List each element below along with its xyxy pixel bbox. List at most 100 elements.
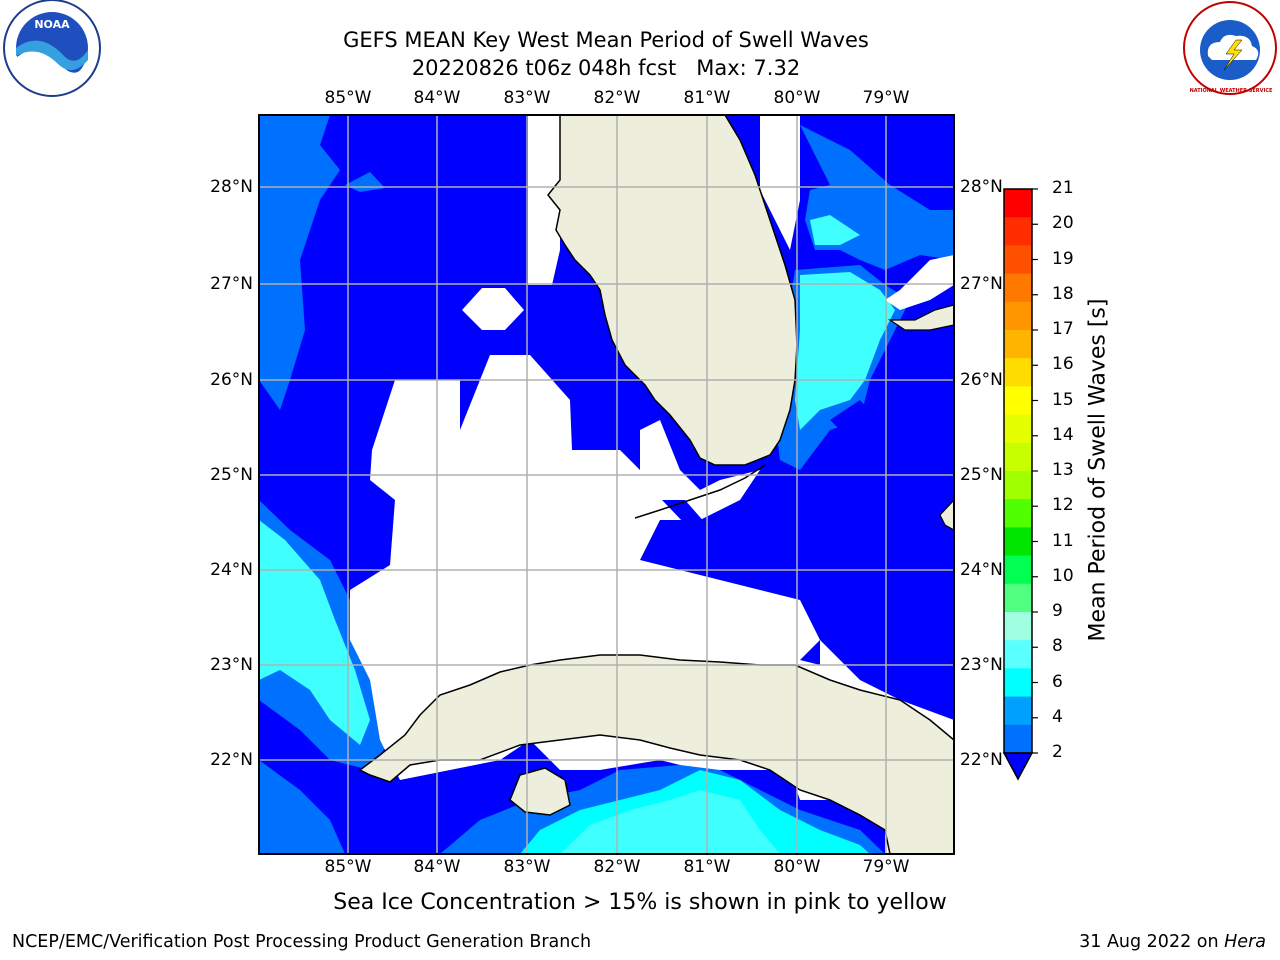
map-gridlines — [259, 115, 954, 854]
colorbar-swatch — [1004, 217, 1032, 246]
ocean-blue-patch-bahamas — [830, 400, 908, 478]
colorbar-tick-label: 2 — [1052, 742, 1063, 762]
colorbar-tick-label: 21 — [1052, 178, 1074, 198]
colorbar-label: Mean Period of Swell Waves [s] — [1085, 298, 1111, 642]
lon-label-bottom: 85°W — [324, 857, 372, 877]
no-data-hole — [462, 288, 524, 330]
colorbar-tick-label: 12 — [1052, 495, 1074, 516]
ocean-lightcyan-cuba-south — [560, 790, 780, 854]
colorbar-swatch — [1004, 245, 1032, 275]
colorbar-swatch — [1004, 640, 1032, 669]
colorbar-swatch — [1004, 555, 1032, 585]
no-data-north — [528, 115, 560, 285]
colorbar-swatch — [1004, 301, 1032, 331]
lon-label-bottom: 81°W — [683, 857, 731, 877]
colorbar-tick-label: 14 — [1052, 424, 1074, 445]
lat-label-right: 23°N — [960, 655, 1003, 675]
lat-label-right: 22°N — [960, 750, 1003, 770]
colorbar-swatch — [1004, 414, 1032, 444]
ocean-cyan-atlantic — [795, 272, 895, 430]
ocean-mid-blue-west — [259, 115, 340, 410]
no-data-ne — [885, 255, 954, 310]
colorbar-swatch — [1004, 668, 1032, 698]
isle-of-youth — [509, 767, 571, 816]
colorbar-swatch — [1004, 442, 1032, 472]
colorbar-swatch — [1004, 696, 1032, 726]
colorbar-swatch — [1004, 358, 1032, 387]
colorbar-tick-label: 10 — [1052, 565, 1074, 586]
bahamas-island-1 — [888, 304, 954, 331]
lat-label-left: 27°N — [210, 274, 253, 294]
ocean-blue-patch-east — [845, 480, 885, 522]
nws-logo-label: NATIONAL WEATHER SERVICE — [1189, 88, 1273, 94]
colorbar-tick-label: 15 — [1052, 389, 1074, 410]
colorbar-swatch — [1004, 724, 1032, 754]
colorbar — [1002, 188, 1038, 781]
lon-label-bottom: 79°W — [862, 857, 910, 877]
colorbar-swatch — [1004, 527, 1032, 557]
florida-land — [547, 115, 798, 466]
lon-label-top: 79°W — [862, 88, 910, 108]
lat-label-left: 26°N — [210, 370, 253, 390]
lon-label-top: 84°W — [413, 88, 461, 108]
footer-date: 31 Aug 2022 on — [1079, 932, 1225, 952]
map-panel — [259, 115, 954, 854]
lat-label-left: 25°N — [210, 465, 253, 485]
chart-title: GEFS MEAN Key West Mean Period of Swell … — [343, 28, 869, 52]
lat-label-right: 28°N — [960, 177, 1003, 197]
lon-label-top: 81°W — [683, 88, 731, 108]
footer-date-block: 31 Aug 2022 on Hera — [1079, 932, 1266, 952]
colorbar-swatch — [1004, 273, 1032, 303]
colorbar-swatch — [1004, 189, 1032, 218]
colorbar-swatch — [1004, 499, 1032, 528]
lon-label-bottom: 82°W — [593, 857, 641, 877]
noaa-logo-label: NOAA — [34, 18, 70, 31]
max-value: Max: 7.32 — [696, 56, 801, 80]
colorbar-swatch — [1004, 583, 1032, 613]
sea-ice-note: Sea Ice Concentration > 15% is shown in … — [333, 890, 947, 915]
lon-label-top: 80°W — [773, 88, 821, 108]
nws-logo — [1183, 1, 1277, 95]
lon-label-top: 85°W — [324, 88, 372, 108]
ocean-blue-patch-cuba — [800, 640, 820, 665]
colorbar-swatch — [1004, 471, 1032, 500]
lat-label-left: 24°N — [210, 560, 253, 580]
lat-label-right: 25°N — [960, 465, 1003, 485]
colorbar-tick-label: 18 — [1052, 283, 1074, 304]
colorbar-tick-label: 20 — [1052, 213, 1074, 234]
forecast-date: 20220826 t06z 048h fcst — [411, 56, 677, 80]
lat-label-right: 27°N — [960, 274, 1003, 294]
colorbar-tick-label: 6 — [1052, 671, 1063, 692]
chart-title-block: GEFS MEAN Key West Mean Period of Swell … — [256, 26, 956, 82]
ocean-midblue-south — [259, 760, 345, 854]
bahamas-island-2 — [939, 499, 954, 531]
colorbar-swatch — [1004, 386, 1032, 416]
colorbar-tick-label: 19 — [1052, 248, 1074, 269]
colorbar-tick-label: 13 — [1052, 460, 1074, 480]
cuba-land — [358, 654, 954, 854]
lon-label-bottom: 80°W — [773, 857, 821, 877]
lat-label-right: 26°N — [960, 370, 1003, 390]
ocean-cyan-southwest — [259, 520, 370, 745]
colorbar-tick-label: 8 — [1052, 636, 1063, 657]
lat-label-left: 22°N — [210, 750, 253, 770]
colorbar-tick-label: 17 — [1052, 319, 1074, 339]
lat-label-left: 28°N — [210, 177, 253, 197]
lon-label-bottom: 84°W — [413, 857, 461, 877]
colorbar-tick-label: 11 — [1052, 530, 1074, 551]
lat-label-left: 23°N — [210, 655, 253, 675]
colorbar-swatch — [1004, 330, 1032, 359]
noaa-logo — [3, 0, 101, 97]
map-frame — [258, 114, 955, 855]
footer-host: Hera — [1224, 932, 1266, 952]
lon-label-bottom: 83°W — [503, 857, 551, 877]
florida-keys — [634, 464, 766, 519]
colorbar-tick-label: 16 — [1052, 354, 1074, 375]
colorbar-tick-label: 9 — [1052, 601, 1063, 621]
lon-label-top: 82°W — [593, 88, 641, 108]
lat-label-right: 24°N — [960, 560, 1003, 580]
lon-label-top: 83°W — [503, 88, 551, 108]
colorbar-swatch — [1004, 612, 1032, 641]
no-data-east — [760, 115, 800, 250]
